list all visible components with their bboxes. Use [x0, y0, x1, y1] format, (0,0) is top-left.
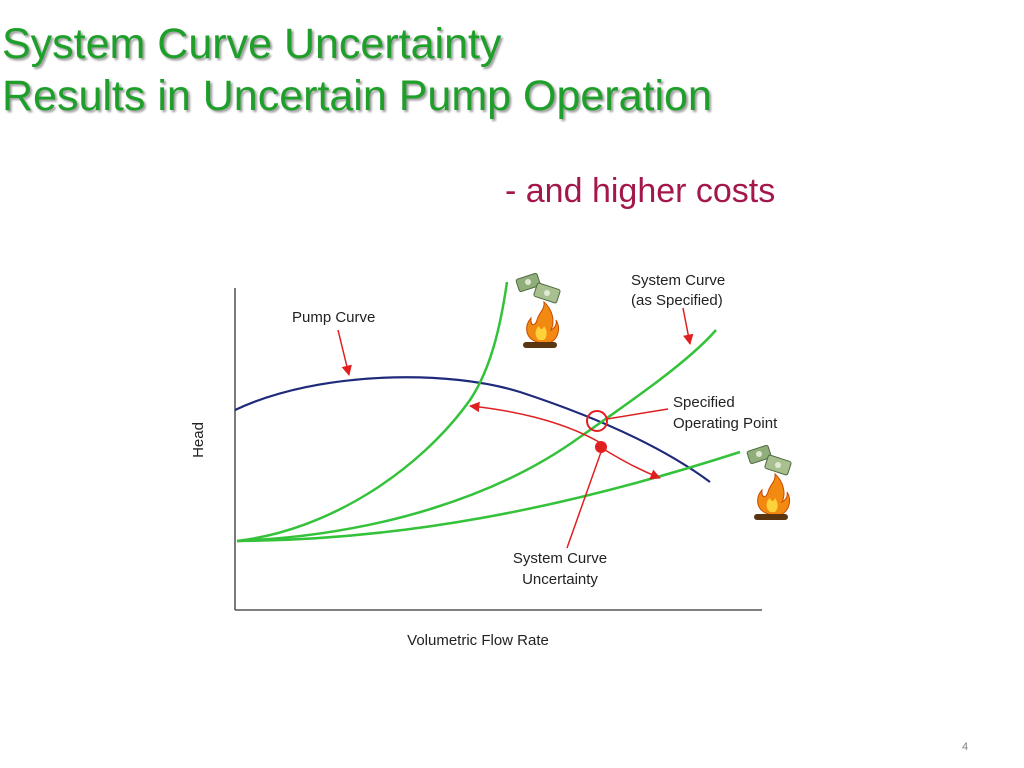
pump-curve-pointer [337, 329, 352, 377]
uncertainty-label-2: Uncertainty [522, 571, 598, 588]
system-spec-label-2: (as Specified) [631, 292, 723, 309]
system-spec-label-1: System Curve [631, 272, 725, 289]
system-curve-flat [236, 450, 741, 543]
system-curve-steep [236, 281, 509, 543]
operating-point-label-2: Operating Point [673, 415, 778, 432]
slide-title: System Curve Uncertainty Results in Unce… [2, 18, 712, 122]
pump-curve-label: Pump Curve [292, 309, 375, 326]
slide-subtitle: - and higher costs [505, 172, 776, 210]
system-spec-pointer [682, 307, 694, 346]
money-fire-icon [515, 272, 561, 348]
uncertainty-pointer [566, 451, 602, 549]
uncertainty-arrow-left [468, 401, 600, 443]
specified-operating-point-marker [586, 410, 608, 432]
operating-point-pointer [606, 408, 669, 420]
money-fire-icon [746, 444, 792, 520]
uncertainty-label-1: System Curve [513, 550, 607, 567]
operating-point-label-1: Specified [673, 394, 735, 411]
page-number: 4 [962, 741, 969, 753]
system-curve-specified [236, 329, 717, 543]
pump-curve [234, 376, 711, 483]
title-line-1: System Curve Uncertainty [2, 20, 502, 68]
uncertainty-arrow-right [604, 449, 661, 480]
x-axis-label: Volumetric Flow Rate [407, 632, 549, 649]
uncertainty-point [595, 441, 607, 453]
title-line-2: Results in Uncertain Pump Operation [2, 72, 712, 120]
y-axis-label: Head [190, 422, 207, 458]
